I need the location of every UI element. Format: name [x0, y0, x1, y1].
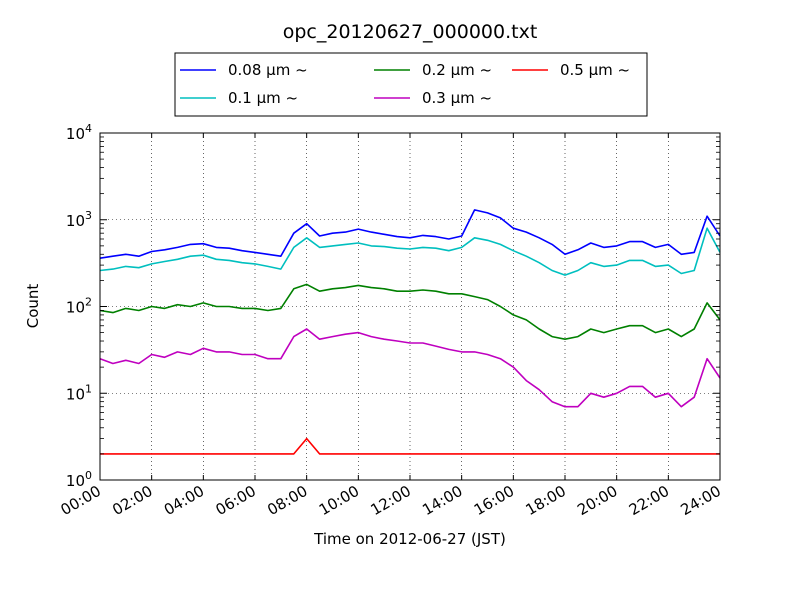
y-tick-label: 100 — [66, 469, 92, 490]
y-axis-label: Count — [24, 284, 42, 329]
y-axis-ticks: 100 101 102 103 104 — [66, 122, 720, 490]
x-axis-label: Time on 2012-06-27 (JST) — [313, 530, 506, 548]
legend-box — [174, 52, 648, 117]
legend-label-2: 0.2 μm ~ — [422, 61, 492, 79]
series-line-4 — [100, 437, 720, 455]
legend-label-1: 0.1 μm ~ — [228, 89, 298, 107]
chart-title: opc_20120627_000000.txt — [283, 21, 538, 43]
series-line-3 — [99, 328, 721, 408]
legend-label-3: 0.3 μm ~ — [422, 89, 492, 107]
y-tick-label: 103 — [66, 209, 92, 230]
legend-label-0: 0.08 μm ~ — [228, 61, 308, 79]
series-line-1 — [99, 227, 721, 276]
y-tick-label: 102 — [66, 296, 92, 317]
y-tick-label: 101 — [66, 382, 92, 403]
series-line-0 — [99, 209, 721, 259]
series-group — [99, 209, 721, 455]
legend: 0.08 μm ~ 0.1 μm ~ 0.2 μm ~ 0.3 μm ~ 0.5 μm … — [174, 52, 648, 117]
series-line-2 — [99, 283, 721, 341]
legend-label-4: 0.5 μm ~ — [560, 61, 630, 79]
y-tick-label: 104 — [66, 122, 92, 143]
